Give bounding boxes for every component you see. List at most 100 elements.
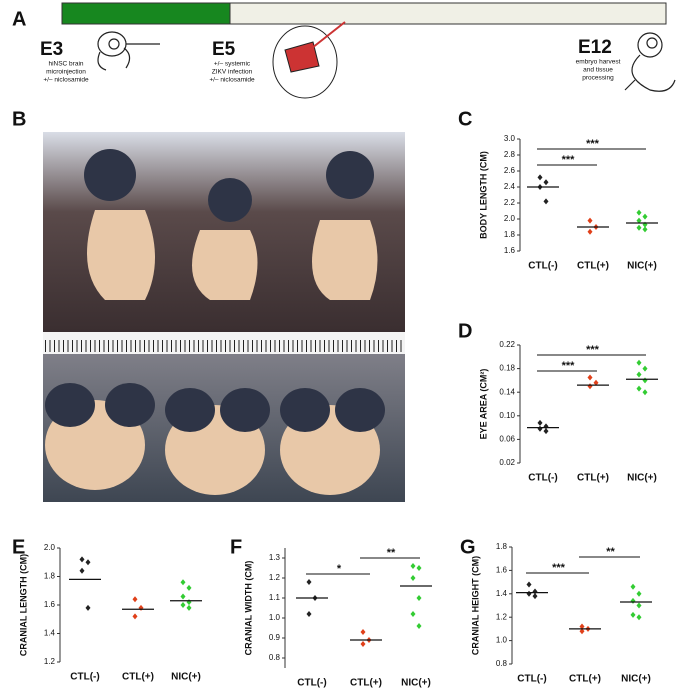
data-point: [636, 371, 642, 378]
stage-caption: +/– systemic: [214, 61, 251, 68]
y-tick-label: 0.18: [499, 364, 515, 373]
y-tick-label: 1.6: [504, 246, 516, 255]
y-axis-title: CRANIAL WIDTH (CM): [243, 561, 253, 656]
stage-caption: +/– niclosamide: [209, 77, 255, 84]
data-point: [593, 379, 599, 386]
y-tick-label: 0.10: [499, 411, 515, 420]
y-tick-label: 2.0: [44, 543, 56, 552]
data-point: [79, 556, 85, 563]
y-tick-label: 0.02: [499, 458, 515, 467]
data-point: [636, 602, 642, 609]
x-tick-label: NIC(+): [627, 261, 657, 272]
panel-letter: E: [12, 536, 25, 558]
y-tick-label: 1.2: [269, 573, 281, 582]
data-point: [360, 629, 366, 635]
data-point: [526, 590, 532, 597]
x-tick-label: CTL(-): [297, 678, 326, 689]
stage-caption: +/– niclosamide: [43, 77, 89, 84]
data-point: [587, 228, 593, 235]
y-tick-label: 1.8: [504, 230, 516, 239]
y-tick-label: 1.2: [44, 657, 56, 666]
data-point: [543, 179, 549, 186]
data-point: [543, 198, 549, 205]
significance-label: **: [387, 547, 396, 559]
stage-label: E5: [212, 39, 236, 60]
significance-label: ***: [586, 138, 600, 150]
data-point: [79, 567, 85, 574]
x-tick-label: NIC(+): [627, 473, 657, 484]
embryo-icon: [97, 31, 160, 71]
panel-letter: B: [12, 108, 26, 130]
data-point: [636, 209, 642, 216]
data-point: [642, 389, 648, 396]
y-tick-label: 1.2: [496, 612, 508, 621]
data-point: [636, 590, 642, 597]
panel-letter: F: [230, 536, 242, 558]
data-point: [587, 374, 593, 381]
stage-caption: embryo harvest: [576, 59, 621, 66]
data-point: [132, 613, 138, 620]
data-point: [543, 428, 549, 435]
data-point: [630, 597, 636, 604]
data-point: [85, 559, 91, 566]
data-point: [636, 217, 642, 224]
data-point: [630, 611, 636, 618]
x-tick-label: CTL(-): [528, 261, 557, 272]
data-point: [360, 641, 366, 647]
data-point: [410, 575, 416, 581]
data-point: [416, 623, 422, 629]
data-point: [636, 359, 642, 366]
data-point: [180, 579, 186, 586]
data-point: [579, 623, 585, 630]
y-tick-label: 0.06: [499, 435, 515, 444]
y-axis-title: CRANIAL HEIGHT (CM): [470, 556, 480, 655]
y-tick-label: 1.3: [269, 553, 281, 562]
data-point: [642, 377, 648, 384]
data-point: [186, 604, 192, 611]
data-point: [537, 425, 543, 432]
y-tick-label: 2.4: [504, 182, 516, 191]
y-tick-label: 1.8: [44, 572, 56, 581]
y-tick-label: 1.0: [496, 636, 508, 645]
data-point: [416, 595, 422, 601]
x-tick-label: CTL(-): [517, 674, 546, 685]
y-tick-label: 0.22: [499, 340, 515, 349]
stage-caption: ZIKV infection: [212, 69, 253, 76]
data-point: [587, 383, 593, 390]
data-point: [526, 581, 532, 588]
data-point: [636, 614, 642, 621]
x-tick-label: CTL(+): [350, 678, 382, 689]
data-point: [306, 579, 312, 585]
x-tick-label: NIC(+): [171, 672, 201, 683]
x-tick-label: CTL(+): [569, 674, 601, 685]
data-point: [410, 563, 416, 569]
stage-caption: hiNSC brain: [48, 61, 83, 68]
data-point: [186, 584, 192, 591]
y-tick-label: 1.4: [496, 589, 508, 598]
data-point: [630, 583, 636, 590]
x-tick-label: NIC(+): [621, 674, 651, 685]
x-tick-label: CTL(+): [577, 473, 609, 484]
data-point: [642, 365, 648, 372]
y-tick-label: 0.14: [499, 387, 515, 396]
y-tick-label: 3.0: [504, 134, 516, 143]
data-point: [636, 224, 642, 231]
data-point: [587, 217, 593, 224]
y-axis-title: EYE AREA (CM²): [478, 369, 488, 440]
y-tick-label: 2.8: [504, 150, 516, 159]
data-point: [186, 599, 192, 606]
data-point: [85, 604, 91, 611]
y-tick-label: 2.2: [504, 198, 516, 207]
data-point: [636, 385, 642, 392]
y-tick-label: 0.9: [269, 633, 281, 642]
significance-label: ***: [586, 344, 600, 356]
x-tick-label: NIC(+): [401, 678, 431, 689]
data-point: [537, 174, 543, 181]
significance-label: **: [606, 546, 615, 558]
stage-caption: microinjection: [46, 69, 86, 76]
significance-label: ***: [562, 360, 576, 372]
x-tick-label: CTL(-): [528, 473, 557, 484]
y-tick-label: 0.8: [496, 659, 508, 668]
significance-label: *: [337, 563, 342, 575]
y-tick-label: 2.0: [504, 214, 516, 223]
